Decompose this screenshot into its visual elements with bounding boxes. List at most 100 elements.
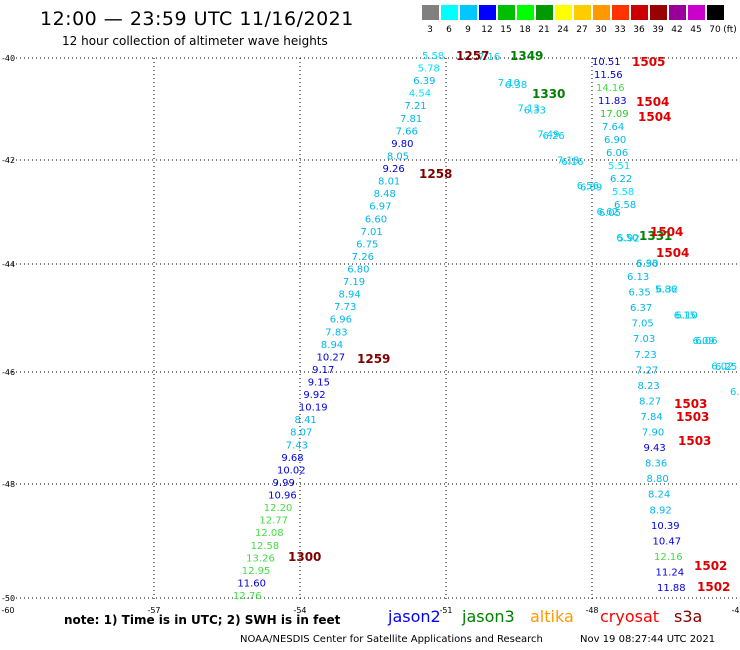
pass-time-label: 1300	[288, 550, 321, 564]
track-c-wave-height: 7.27	[636, 365, 658, 376]
track-a-wave-height: 6.80	[347, 264, 369, 275]
track-a-wave-height: 10.96	[268, 491, 297, 502]
track-a-wave-height: 8.07	[290, 428, 312, 439]
colorbar-label: 18	[519, 25, 531, 35]
track-b-wave-height: 5.58	[612, 187, 634, 198]
track-a-wave-height: 6.39	[413, 76, 435, 87]
track-b-wave-height: 6.22	[610, 174, 632, 185]
lon-tick-label: -45	[731, 606, 740, 615]
track-c-wave-height: 10.39	[651, 521, 680, 532]
lon-tick-label: -54	[293, 606, 306, 615]
track-c-wave-height: 8.36	[645, 459, 667, 470]
track-d-wave-height: 6.09	[693, 336, 715, 347]
colorbar-swatch	[460, 5, 477, 20]
track-c-wave-height: 7.84	[641, 412, 663, 423]
lat-tick-label: -42	[2, 156, 15, 165]
track-a-wave-height: 7.81	[400, 114, 422, 125]
colorbar-swatch	[612, 5, 629, 20]
track-b-wave-height: 11.83	[598, 96, 627, 107]
track-a-wave-height: 7.21	[404, 101, 426, 112]
track-d-wave-height: 6.62	[597, 207, 619, 218]
colorbar-swatch	[441, 5, 458, 20]
track-c-wave-height: 7.03	[633, 334, 655, 345]
track-c-wave-height: 7.23	[635, 350, 657, 361]
satellite-legend-cryosat: cryosat	[600, 607, 660, 626]
track-a-wave-height: 7.26	[352, 252, 374, 263]
track-b-wave-height: 6.58	[614, 200, 636, 211]
satellite-legend-altika: altika	[530, 607, 574, 626]
lat-tick-label: -40	[2, 54, 15, 63]
colorbar-label: 70	[709, 25, 721, 35]
track-b-wave-height: 11.56	[594, 70, 623, 81]
track-b-wave-height: 6.90	[604, 135, 626, 146]
pass-time-label: 1504	[636, 95, 669, 109]
track-a-wave-height: 10.19	[299, 403, 328, 414]
satellite-legend-jason3: jason3	[462, 607, 515, 626]
track-a-wave-height: 7.01	[360, 227, 382, 238]
track-d-wave-height: 6.56	[577, 181, 599, 192]
colorbar-swatch	[536, 5, 553, 20]
track-c-wave-height: 6.35	[629, 288, 651, 299]
track-a-wave-height: 7.83	[325, 327, 347, 338]
pass-time-label: 1259	[357, 352, 390, 366]
colorbar-swatch	[669, 5, 686, 20]
generation-timestamp: Nov 19 08:27:44 UTC 2021	[580, 634, 716, 645]
pass-time-label: 1504	[638, 110, 671, 124]
track-c-wave-height: 9.43	[644, 443, 666, 454]
satellite-legend-s3a: s3a	[674, 607, 703, 626]
colorbar-label: 6	[446, 25, 452, 35]
track-b-wave-height: 17.09	[600, 109, 629, 120]
track-d-wave-height: 5.90	[636, 259, 658, 270]
pass-time-label: 1258	[419, 167, 452, 181]
track-a-wave-height: 10.02	[277, 465, 306, 476]
track-a-wave-height: 9.92	[303, 390, 325, 401]
colorbar-swatch	[555, 5, 572, 20]
colorbar-swatch	[593, 5, 610, 20]
track-a-wave-height: 9.68	[281, 453, 303, 464]
track-a-wave-height: 8.94	[338, 290, 360, 301]
track-a-wave-height: 12.77	[259, 516, 288, 527]
track-a-wave-height: 12.20	[264, 503, 293, 514]
track-a-wave-height: 8.41	[295, 415, 317, 426]
colorbar-label: 24	[557, 25, 569, 35]
colorbar-label: 30	[595, 25, 607, 35]
colorbar-swatch	[688, 5, 705, 20]
colorbar-label: 3	[427, 25, 433, 35]
track-d-wave-height: 5.92	[618, 234, 640, 245]
track-a-wave-height: 8.05	[387, 151, 409, 162]
track-d-wave-height: 6.06	[695, 336, 717, 347]
pass-time-label: 1503	[676, 410, 709, 424]
track-d-wave-height: 6.05	[599, 208, 621, 219]
track-a-wave-height: 9.15	[308, 378, 330, 389]
track-a-wave-height: 9.17	[312, 365, 334, 376]
pass-time-label: 1502	[697, 580, 730, 594]
track-d-wave-height: 6.10	[676, 310, 698, 321]
track-c-wave-height: 8.27	[639, 396, 661, 407]
track-a-wave-height: 6.97	[369, 202, 391, 213]
track-d-wave-height: 6.02	[711, 361, 733, 372]
track-a-wave-height: 4.54	[409, 89, 431, 100]
colorbar-label: 9	[465, 25, 471, 35]
track-d-wave-height: 7.13	[518, 104, 540, 115]
track-b-wave-height: 14.16	[596, 83, 625, 94]
track-b-wave-height: 6.06	[606, 148, 628, 159]
map-subtitle: 12 hour collection of altimeter wave hei…	[62, 34, 328, 48]
track-c-wave-height: 8.24	[648, 490, 670, 501]
track-c-wave-height: 12.16	[654, 552, 683, 563]
colorbar-swatch	[498, 5, 515, 20]
track-a-wave-height: 8.94	[321, 340, 343, 351]
track-d-wave-height: 7.16	[478, 52, 500, 63]
track-d-wave-height: 7.18	[557, 155, 579, 166]
track-c-wave-height: 8.92	[650, 505, 672, 516]
track-d-wave-height: 6.50	[616, 233, 638, 244]
track-a-wave-height: 6.96	[330, 315, 352, 326]
track-c-wave-height: 11.24	[656, 567, 685, 578]
pass-time-label: 1331	[639, 229, 672, 243]
colorbar-swatch	[631, 5, 648, 20]
colorbar-unit: (ft)	[723, 25, 737, 35]
track-c-wave-height: 7.90	[642, 428, 664, 439]
track-c-wave-height: 8.23	[638, 381, 660, 392]
track-a-wave-height: 12.95	[242, 566, 271, 577]
track-a-wave-height: 5.58	[422, 51, 444, 62]
